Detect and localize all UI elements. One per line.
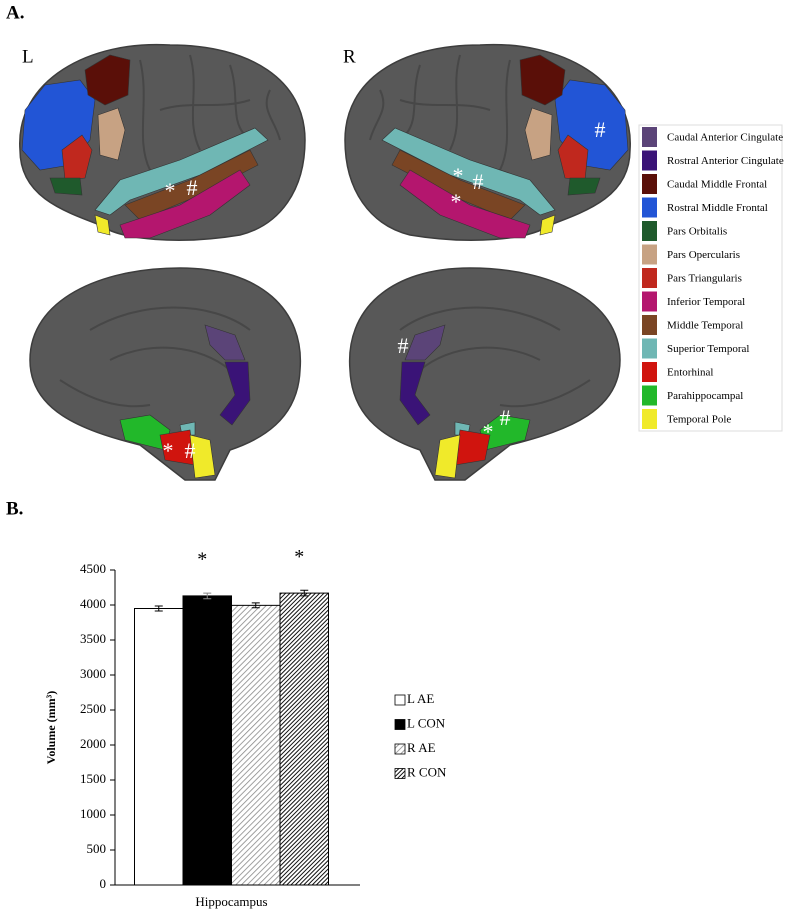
hemisphere-label: L [22,46,34,67]
significance-marker: * [453,163,464,188]
brain-region [189,434,216,479]
brain-lateral-left [19,43,306,241]
brain-region [97,107,126,161]
legend-label: Inferior Temporal [667,296,745,308]
legend-label: Temporal Pole [667,414,731,426]
legend-swatch [642,174,657,194]
legend-label: L CON [407,715,446,730]
significance-marker: # [187,175,198,200]
legend-label: Rostral Middle Frontal [667,202,768,214]
significance-marker: # [473,169,484,194]
hemisphere-label: R [343,46,356,67]
legend-label: Pars Triangularis [667,273,742,285]
brain-region [434,434,461,479]
legend-label: Parahippocampal [667,390,743,402]
brain-region [61,134,93,181]
brain-region [399,361,431,426]
legend-swatch [394,694,406,706]
y-tick-label: 0 [100,876,107,891]
legend-swatch [642,291,657,312]
significance-marker: # [500,405,511,430]
brain-region [219,361,251,426]
significance-marker: * [451,189,462,214]
legend-label: R CON [407,764,447,779]
y-tick-label: 2000 [80,736,106,751]
significance-marker: # [595,117,606,142]
legend-swatch [394,719,406,730]
bar [182,595,232,886]
legend-swatch [642,150,657,171]
error-bar [300,589,309,597]
legend-swatch [642,268,657,288]
panel-label: A. [6,2,24,23]
y-tick-label: 2500 [80,701,106,716]
y-tick-label: 4500 [80,561,106,576]
y-tick-label: 1000 [80,806,106,821]
significance-marker: * [163,438,174,463]
x-tick-label: Hippocampus [195,894,267,909]
legend-label: Middle Temporal [667,320,743,332]
legend-label: Superior Temporal [667,343,749,355]
brain-region [84,54,131,106]
brain-lateral-right [344,43,631,241]
y-tick-label: 1500 [80,771,106,786]
significance-marker: # [398,333,409,358]
brain-region [399,169,531,239]
legend-label: R AE [407,740,436,755]
legend-label: Pars Orbitalis [667,226,727,238]
legend-label: Caudal Middle Frontal [667,179,767,191]
brain-region [119,169,251,239]
significance-marker: * [197,549,207,571]
y-axis-label: Volume (mm³) [44,691,58,764]
legend-label: Entorhinal [667,367,713,379]
legend-label: Rostral Anterior Cingulate [667,155,784,167]
legend-label: L AE [407,691,434,706]
error-bar [251,602,260,609]
brain-region [539,214,556,236]
brain-region [524,107,553,161]
brain-region [94,127,269,216]
y-tick-label: 3000 [80,666,106,681]
legend-swatch [642,315,657,335]
legend-swatch [394,768,406,779]
significance-marker: * [165,178,176,203]
bar [231,604,281,886]
y-tick-label: 500 [87,841,107,856]
brain-medial-right [348,267,621,481]
brain-region [49,177,83,196]
legend-label: Pars Opercularis [667,249,740,261]
y-tick-label: 3500 [80,631,106,646]
legend-swatch [642,221,657,241]
significance-marker: * [483,419,494,444]
legend-swatch [642,127,657,147]
brain-region [94,214,111,236]
brain-region [567,177,601,196]
legend-swatch [642,244,657,265]
brain-region [557,134,589,181]
legend-swatch [394,743,406,755]
brain-region [519,54,566,106]
legend-swatch [642,362,657,382]
significance-marker: # [185,438,196,463]
region-legend-box [638,124,783,432]
legend-swatch [642,197,657,218]
error-bar [203,592,212,600]
legend-label: Caudal Anterior Cingulate [667,132,783,144]
bar [134,608,184,886]
legend-swatch [642,409,657,429]
bar [279,592,329,886]
brain-region [381,127,556,216]
brain-medial-left [29,267,302,481]
legend-swatch [642,385,657,406]
y-tick-label: 4000 [80,596,106,611]
brain-region [204,324,246,361]
error-bar [154,605,163,612]
panel-label: B. [6,498,23,519]
legend-swatch [642,338,657,359]
brain-region [404,324,446,361]
significance-marker: * [294,546,304,568]
